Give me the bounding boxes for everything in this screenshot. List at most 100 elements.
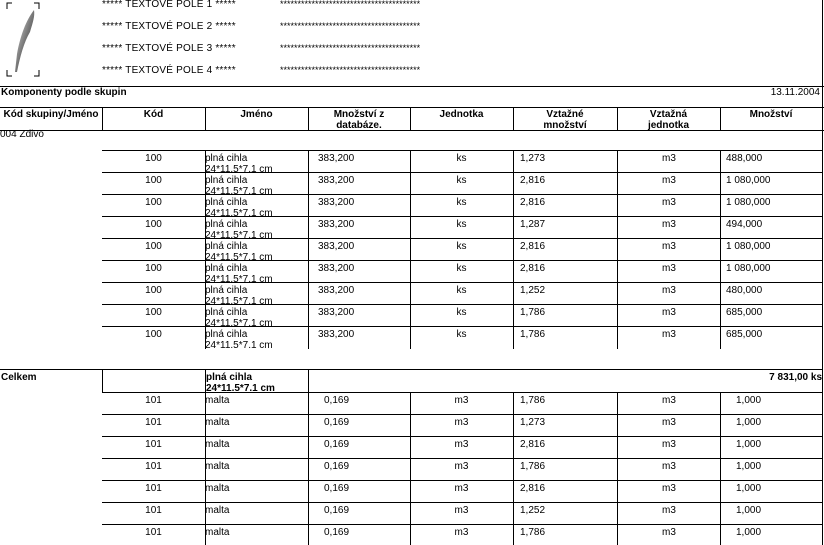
cell-vztazne-mnozstvi: 1,786	[520, 307, 546, 318]
cell-jednotka: m3	[454, 439, 469, 450]
cell-divider	[410, 459, 411, 481]
text-field-1: ***** TEXTOVE POLE 1 *****	[102, 0, 236, 10]
group-label: 004 Zdivo	[0, 129, 44, 140]
cell-divider	[308, 415, 309, 437]
cell-mnozstvi-db: 0,169	[324, 461, 350, 472]
cell-divider	[513, 459, 514, 481]
column-divider	[720, 107, 721, 130]
cell-divider	[720, 437, 721, 459]
cell-divider	[308, 305, 309, 327]
cell-jednotka: m3	[454, 483, 469, 494]
report-title: Komponenty podle skupin	[1, 87, 127, 98]
cell-mnozstvi: 1 080,000	[726, 241, 771, 252]
text-field-4: ***** TEXTOVÉ POLE 4 *****	[102, 65, 236, 76]
cell-kod: 100	[145, 219, 162, 230]
cell-kod: 100	[145, 263, 162, 274]
cell-divider	[308, 393, 309, 415]
cell-divider	[617, 393, 618, 415]
cell-divider	[822, 151, 823, 173]
cell-jednotka: m3	[454, 461, 469, 472]
cell-divider	[205, 437, 206, 459]
text-field-2: ***** TEXTOVÉ POLE 2 *****	[102, 21, 236, 32]
cell-mnozstvi: 1,000	[736, 483, 762, 494]
cell-mnozstvi: 685,000	[726, 329, 763, 340]
column-divider	[410, 107, 411, 130]
cell-vztazna-jednotka: m3	[662, 307, 676, 318]
cell-mnozstvi: 1,000	[736, 417, 762, 428]
cell-divider	[513, 195, 514, 217]
cell-kod: 101	[145, 483, 162, 494]
cell-vztazna-jednotka: m3	[662, 461, 676, 472]
cell-mnozstvi: 1,000	[736, 395, 762, 406]
cell-divider	[513, 327, 514, 349]
cell-jmeno: plná cihla	[205, 219, 248, 230]
cell-mnozstvi: 685,000	[726, 307, 763, 318]
cell-mnozstvi: 488,000	[726, 153, 763, 164]
cell-mnozstvi-db: 383,200	[318, 219, 355, 230]
cell-vztazne-mnozstvi: 1,287	[520, 219, 546, 230]
cell-vztazna-jednotka: m3	[662, 175, 676, 186]
cell-vztazne-mnozstvi: 1,252	[520, 505, 546, 516]
cell-divider	[720, 503, 721, 525]
summary-name-detail: 24*11.5*7.1 cm	[206, 383, 275, 392]
cell-jmeno: plná cihla	[205, 329, 248, 340]
cell-mnozstvi-db: 383,200	[318, 153, 355, 164]
cell-vztazna-jednotka: m3	[662, 527, 676, 538]
cell-divider	[617, 195, 618, 217]
cell-jmeno-detail: 24*11.5*7.1 cm	[205, 318, 273, 327]
cell-divider	[205, 525, 206, 545]
cell-divider	[720, 415, 721, 437]
cell-vztazna-jednotka: m3	[662, 197, 676, 208]
cell-divider	[308, 503, 309, 525]
cell-jednotka: m3	[454, 417, 469, 428]
cell-vztazne-mnozstvi: 1,786	[520, 329, 546, 340]
cell-jmeno: plná cihla	[205, 197, 248, 208]
cell-divider	[617, 459, 618, 481]
cell-vztazna-jednotka: m3	[662, 395, 676, 406]
cell-mnozstvi-db: 383,200	[318, 241, 355, 252]
cell-divider	[513, 261, 514, 283]
cell-vztazne-mnozstvi: 1,273	[520, 153, 546, 164]
cell-divider	[308, 459, 309, 481]
column-divider	[102, 107, 103, 130]
text-field-1-value: ****************************************	[280, 0, 421, 9]
cell-jednotka: ks	[456, 175, 467, 186]
cell-divider	[617, 217, 618, 239]
cell-divider	[513, 437, 514, 459]
cell-divider	[720, 481, 721, 503]
cell-mnozstvi: 1 080,000	[726, 197, 771, 208]
cell-kod: 101	[145, 439, 162, 450]
table-row: 100 plná cihla 24*11.5*7.1 cm 383,200 ks…	[102, 216, 823, 239]
cell-vztazna-jednotka: m3	[662, 483, 676, 494]
cell-mnozstvi: 1 080,000	[726, 175, 771, 186]
cell-divider	[205, 217, 206, 239]
cell-jmeno: malta	[205, 439, 230, 450]
cell-divider	[205, 151, 206, 173]
cell-vztazne-mnozstvi: 1,252	[520, 285, 546, 296]
cell-divider	[513, 173, 514, 195]
cell-divider	[410, 217, 411, 239]
cell-jmeno-detail: 24*11.5*7.1 cm	[205, 208, 273, 217]
cell-divider	[720, 173, 721, 195]
cell-divider	[205, 327, 206, 349]
cell-divider	[308, 370, 309, 392]
cell-mnozstvi: 480,000	[726, 285, 763, 296]
cell-vztazne-mnozstvi: 2,816	[520, 197, 546, 208]
cell-divider	[410, 327, 411, 349]
cell-divider	[822, 305, 823, 327]
cell-vztazna-jednotka: m3	[662, 241, 676, 252]
cell-jmeno: plná cihla	[205, 263, 248, 274]
cell-divider	[720, 239, 721, 261]
table-row: 101 malta 0,169 m3 1,786 m3 1,000	[102, 392, 823, 415]
cell-divider	[410, 481, 411, 503]
cell-divider	[308, 261, 309, 283]
cell-divider	[617, 327, 618, 349]
cell-divider	[410, 437, 411, 459]
cell-divider	[205, 415, 206, 437]
cell-divider	[205, 481, 206, 503]
header-bottom-rule	[0, 130, 824, 131]
cell-vztazne-mnozstvi: 1,786	[520, 461, 546, 472]
cell-mnozstvi-db: 383,200	[318, 285, 355, 296]
text-field-3: ***** TEXTOVÉ POLE 3 *****	[102, 43, 236, 54]
